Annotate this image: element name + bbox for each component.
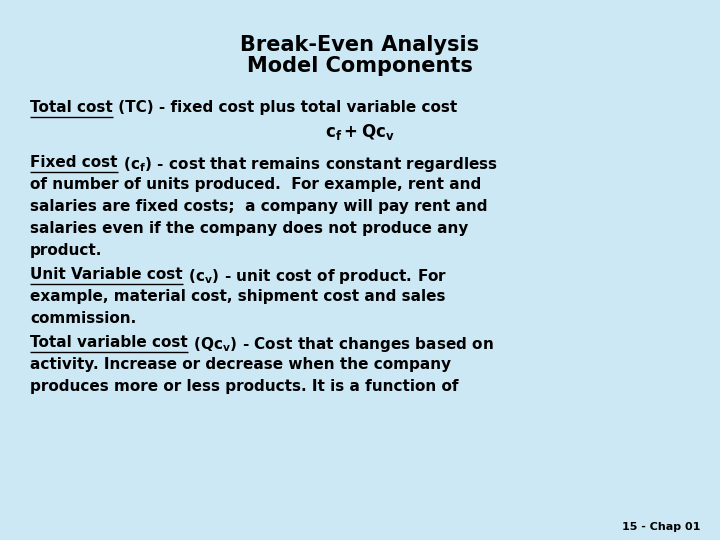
Text: ($\mathbf{Qc_v}$) - Cost that changes based on: ($\mathbf{Qc_v}$) - Cost that changes ba… (188, 335, 493, 354)
Text: Fixed cost: Fixed cost (30, 155, 117, 170)
Text: Model Components: Model Components (247, 56, 473, 76)
Text: 15 - Chap 01: 15 - Chap 01 (621, 522, 700, 532)
Text: product.: product. (30, 243, 102, 258)
Text: ($\mathbf{c_f}$) - cost that remains constant regardless: ($\mathbf{c_f}$) - cost that remains con… (117, 155, 498, 174)
Text: Total variable cost: Total variable cost (30, 335, 188, 350)
Text: Break-Even Analysis: Break-Even Analysis (240, 35, 480, 55)
Text: Total cost: Total cost (30, 100, 113, 115)
Text: salaries are fixed costs;  a company will pay rent and: salaries are fixed costs; a company will… (30, 199, 487, 214)
Text: Unit Variable cost: Unit Variable cost (30, 267, 183, 282)
Text: salaries even if the company does not produce any: salaries even if the company does not pr… (30, 221, 469, 236)
Text: of number of units produced.  For example, rent and: of number of units produced. For example… (30, 177, 481, 192)
Text: example, material cost, shipment cost and sales: example, material cost, shipment cost an… (30, 289, 446, 304)
Text: produces more or less products. It is a function of: produces more or less products. It is a … (30, 379, 459, 394)
Text: activity. Increase or decrease when the company: activity. Increase or decrease when the … (30, 357, 451, 372)
Text: ($\mathbf{c_v}$) - unit cost of product. For: ($\mathbf{c_v}$) - unit cost of product.… (183, 267, 447, 286)
Text: (TC) - fixed cost plus total variable cost: (TC) - fixed cost plus total variable co… (113, 100, 457, 115)
Text: $\mathbf{c_f + Qc_v}$: $\mathbf{c_f + Qc_v}$ (325, 122, 395, 142)
Text: commission.: commission. (30, 311, 136, 326)
